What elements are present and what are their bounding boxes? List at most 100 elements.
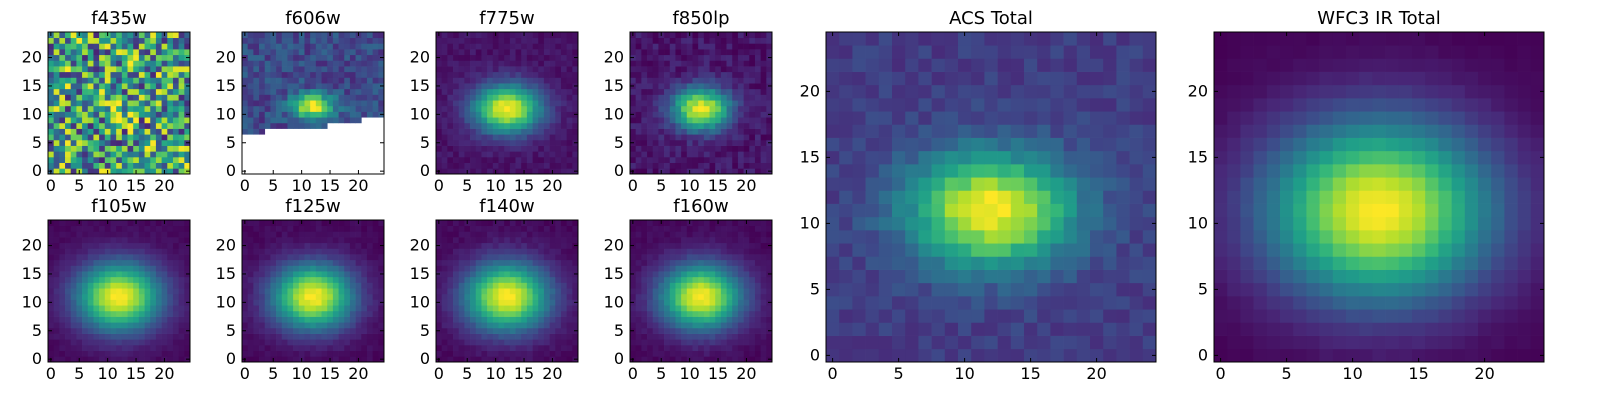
heatmap-cell (669, 248, 676, 255)
heatmap-cell (720, 305, 727, 312)
heatmap-cell (121, 225, 128, 232)
heatmap-cell (526, 242, 533, 249)
heatmap-cell (65, 350, 72, 357)
heatmap-cell (447, 111, 454, 118)
heatmap-cell (281, 305, 288, 312)
heatmap-cell (436, 225, 443, 232)
heatmap-cell (70, 248, 77, 255)
heatmap-cell (743, 333, 750, 340)
heatmap-cell (572, 105, 579, 112)
heatmap-cell (675, 350, 682, 357)
heatmap-cell (247, 225, 254, 232)
heatmap-cell (521, 259, 528, 266)
heatmap-cell (509, 293, 516, 300)
heatmap-cell (48, 105, 55, 112)
heatmap-cell (310, 83, 317, 90)
heatmap-cell (641, 37, 648, 44)
heatmap-cell (93, 316, 100, 323)
heatmap-cell (48, 282, 55, 289)
heatmap-cell (754, 350, 761, 357)
heatmap-cell (264, 49, 271, 56)
heatmap-cell (458, 322, 465, 329)
heatmap-cell (161, 276, 168, 283)
heatmap-cell (321, 288, 328, 295)
heatmap-cell (59, 162, 66, 169)
heatmap-cell (703, 32, 710, 39)
heatmap-cell (487, 237, 494, 244)
heatmap-cell (743, 271, 750, 278)
heatmap-cell (349, 60, 356, 67)
heatmap-cell (110, 220, 117, 227)
heatmap-cell (498, 66, 505, 73)
heatmap-cell (675, 111, 682, 118)
heatmap-cell (315, 293, 322, 300)
heatmap-cell (82, 305, 89, 312)
heatmap-cell (366, 225, 373, 232)
heatmap-cell (732, 344, 739, 351)
x-tick-label: 20 (542, 176, 562, 195)
heatmap-cell (321, 333, 328, 340)
heatmap-cell (184, 293, 191, 300)
heatmap-cell (270, 77, 277, 84)
heatmap-cell (247, 248, 254, 255)
heatmap-cell (652, 105, 659, 112)
heatmap-cell (647, 60, 654, 67)
heatmap-cell (65, 220, 72, 227)
heatmap-cell (647, 94, 654, 101)
heatmap-cell (281, 71, 288, 78)
heatmap-cell (560, 139, 567, 146)
heatmap-cell (82, 83, 89, 90)
heatmap-cell (104, 71, 111, 78)
heatmap-cell (481, 151, 488, 158)
heatmap-cell (504, 111, 511, 118)
heatmap-cell (104, 225, 111, 232)
heatmap-cell (481, 305, 488, 312)
heatmap-cell (138, 356, 145, 363)
heatmap-cell (150, 339, 157, 346)
heatmap-cell (99, 282, 106, 289)
heatmap-cell (116, 220, 123, 227)
heatmap-cell (349, 350, 356, 357)
heatmap-cell (310, 37, 317, 44)
heatmap-cell (720, 128, 727, 135)
heatmap-cell (692, 71, 699, 78)
heatmap-cell (167, 305, 174, 312)
heatmap-cell (355, 259, 362, 266)
heatmap-cell (349, 248, 356, 255)
heatmap-cell (470, 100, 477, 107)
heatmap-cell (281, 276, 288, 283)
heatmap-cell (293, 122, 300, 129)
heatmap-cell (504, 145, 511, 152)
heatmap-cell (647, 322, 654, 329)
heatmap-cell (686, 237, 693, 244)
heatmap-cell (155, 316, 162, 323)
heatmap-cell (287, 32, 294, 39)
heatmap-cell (681, 316, 688, 323)
heatmap-cell (65, 162, 72, 169)
heatmap-cell (692, 305, 699, 312)
y-tick-label: 5 (226, 133, 236, 152)
heatmap-cell (566, 122, 573, 129)
heatmap-cell (515, 271, 522, 278)
heatmap-cell (82, 145, 89, 152)
panel-title: f606w (285, 8, 340, 29)
heatmap-cell (754, 265, 761, 272)
heatmap-cell (133, 49, 140, 56)
heatmap-cell (59, 271, 66, 278)
heatmap-cell (287, 49, 294, 56)
heatmap-cell (93, 282, 100, 289)
heatmap-cell (161, 60, 168, 67)
heatmap-cell (481, 356, 488, 363)
heatmap-cell (276, 248, 283, 255)
heatmap-cell (549, 259, 556, 266)
heatmap-cell (732, 327, 739, 334)
heatmap-cell (87, 156, 94, 163)
heatmap-cell (737, 288, 744, 295)
heatmap-cell (436, 350, 443, 357)
heatmap-cell (447, 333, 454, 340)
heatmap-cell (121, 117, 128, 124)
heatmap-cell (737, 49, 744, 56)
heatmap-cell (475, 105, 482, 112)
heatmap-cell (669, 168, 676, 175)
